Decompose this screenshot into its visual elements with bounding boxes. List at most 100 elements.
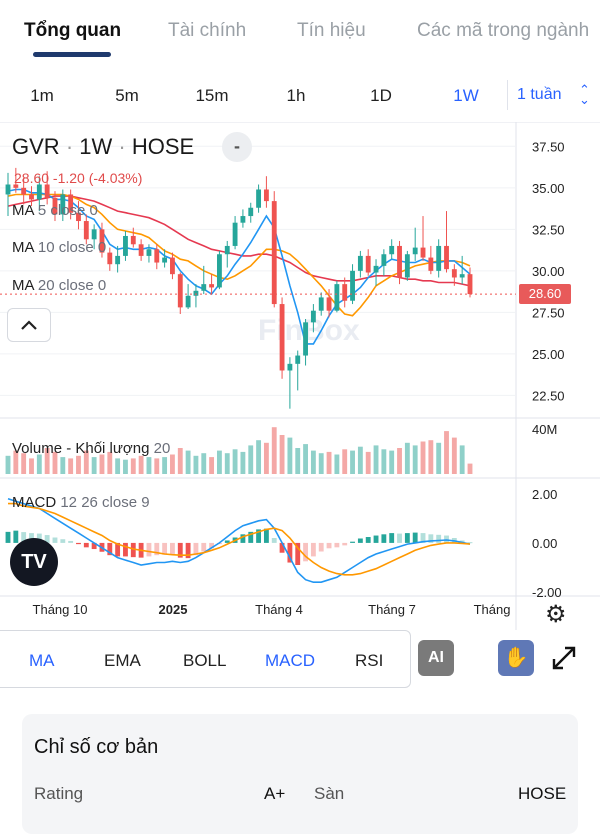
candle-body [287, 363, 293, 371]
volume-bar [193, 455, 199, 474]
candle-body [436, 245, 442, 271]
macd-histogram-bar [279, 542, 285, 553]
interval-divider [507, 80, 508, 110]
price-chart[interactable]: FinBox 37.50 35.00 32.50 30.00 27.50 25.00 22.5… [0, 122, 600, 630]
candle-body [130, 235, 136, 245]
hand-icon[interactable]: ✋ [498, 640, 534, 676]
volume-bar [177, 448, 183, 474]
macd-histogram-bar [170, 542, 175, 554]
legend-ma20-name: MA [12, 277, 34, 294]
candle-body [146, 249, 152, 256]
interval-15m[interactable]: 15m [195, 86, 229, 105]
symbol-header: GVR · 1W · HOSE [12, 134, 195, 159]
chevron-updown-icon[interactable]: ⌃ ⌄ [579, 82, 590, 107]
volume-bar [404, 442, 410, 474]
interval-1h[interactable]: 1h [286, 86, 306, 105]
tab-industry-stocks[interactable]: Các mã trong ngành [417, 20, 590, 41]
price-tick-label: 25.00 [532, 347, 565, 362]
exchange-value: HOSE [518, 784, 567, 803]
indicator-ma[interactable]: MA [29, 651, 55, 670]
macd-histogram-bar [13, 530, 19, 543]
macd-histogram-bar [224, 540, 230, 543]
legend-volume[interactable]: Volume - Khối lượng 20 [12, 440, 170, 457]
macd-histogram-bar [83, 542, 89, 548]
candle-body [240, 216, 246, 223]
candle-body [412, 247, 418, 255]
candle-body [318, 297, 324, 311]
candle-body [271, 201, 277, 305]
indicator-boll[interactable]: BOLL [183, 651, 227, 670]
legend-macd-name: MACD [12, 494, 57, 511]
macd-histogram-bar [240, 534, 246, 543]
macd-histogram-bar [44, 535, 50, 543]
rating-value: A+ [264, 784, 286, 803]
macd-tick-label: 2.00 [532, 487, 557, 502]
indicator-ema[interactable]: EMA [104, 651, 141, 670]
volume-bar [162, 457, 168, 474]
fundamentals-section: Chỉ số cơ bản Rating A+ Sàn HOSE [0, 688, 600, 834]
interval-bar: 1m 5m 15m 1h 1D 1W 1 tuần ⌃ ⌄ [0, 74, 600, 118]
expand-icon[interactable] [548, 642, 580, 674]
tab-financials[interactable]: Tài chính [168, 20, 247, 41]
interval-5m[interactable]: 5m [115, 86, 139, 105]
active-tab-indicator [33, 52, 111, 57]
volume-bar [310, 450, 316, 474]
volume-bar [36, 454, 42, 474]
volume-bar [44, 448, 50, 474]
candle-body [459, 274, 465, 278]
legend-ma5-params: 5 close 0 [37, 202, 98, 219]
volume-bar [99, 454, 105, 474]
volume-bar [357, 446, 363, 474]
tradingview-logo[interactable]: TV [10, 538, 58, 586]
macd-histogram-bar [318, 542, 324, 552]
candle-body [216, 254, 222, 288]
macd-histogram-bar [342, 542, 348, 546]
volume-bar [326, 451, 332, 474]
volume-bar [240, 451, 246, 474]
volume-bar [209, 457, 215, 474]
candle-body [162, 257, 168, 263]
candle-body [310, 310, 316, 323]
collapse-indicators-button[interactable] [7, 308, 51, 342]
legend-ma10-name: MA [12, 239, 34, 256]
candle-body [334, 284, 340, 311]
macd-histogram-bar [256, 529, 262, 543]
macd-histogram-bar [91, 542, 97, 550]
legend-ma10[interactable]: MA 10 close 0 [12, 239, 106, 256]
volume-bar [365, 451, 371, 474]
volume-bar [303, 444, 308, 474]
indicator-macd[interactable]: MACD [265, 651, 316, 670]
candle-body [170, 257, 175, 275]
volume-bar [271, 427, 277, 474]
volume-bar [13, 450, 19, 474]
candle-body [36, 184, 42, 200]
legend-ma20[interactable]: MA 20 close 0 [12, 277, 106, 294]
watermark-text: FinBox [258, 314, 360, 347]
volume-bar [256, 440, 262, 474]
collapse-legend-button[interactable]: - [222, 132, 252, 162]
candle-body [193, 290, 199, 296]
tab-overview[interactable]: Tổng quan [24, 20, 122, 41]
candle-body [107, 252, 113, 265]
candle-body [13, 184, 19, 188]
interval-1w[interactable]: 1W [453, 86, 479, 105]
interval-1m[interactable]: 1m [30, 86, 54, 105]
chart-canvas[interactable]: FinBox 37.50 35.00 32.50 30.00 27.50 25.00 22.5… [0, 122, 600, 630]
tab-signals[interactable]: Tín hiệu [297, 20, 366, 41]
macd-histogram-bar [60, 539, 66, 543]
volume-bar [68, 458, 74, 474]
volume-bar [459, 445, 465, 474]
candle-body [44, 184, 50, 198]
macd-histogram-bar [303, 542, 308, 562]
ma5-line [7, 188, 471, 345]
legend-macd[interactable]: MACD 12 26 close 9 [12, 494, 150, 511]
volume-bar [170, 454, 175, 474]
volume-bar [130, 458, 136, 474]
ai-button[interactable]: AI [418, 640, 454, 676]
legend-ma5[interactable]: MA 5 close 0 [12, 202, 98, 219]
gear-icon[interactable]: ⚙ [545, 601, 567, 628]
interval-dropdown[interactable]: 1 tuần [517, 86, 562, 103]
interval-1d[interactable]: 1D [370, 86, 392, 105]
indicator-rsi[interactable]: RSI [355, 651, 384, 670]
candle-body [389, 245, 395, 255]
